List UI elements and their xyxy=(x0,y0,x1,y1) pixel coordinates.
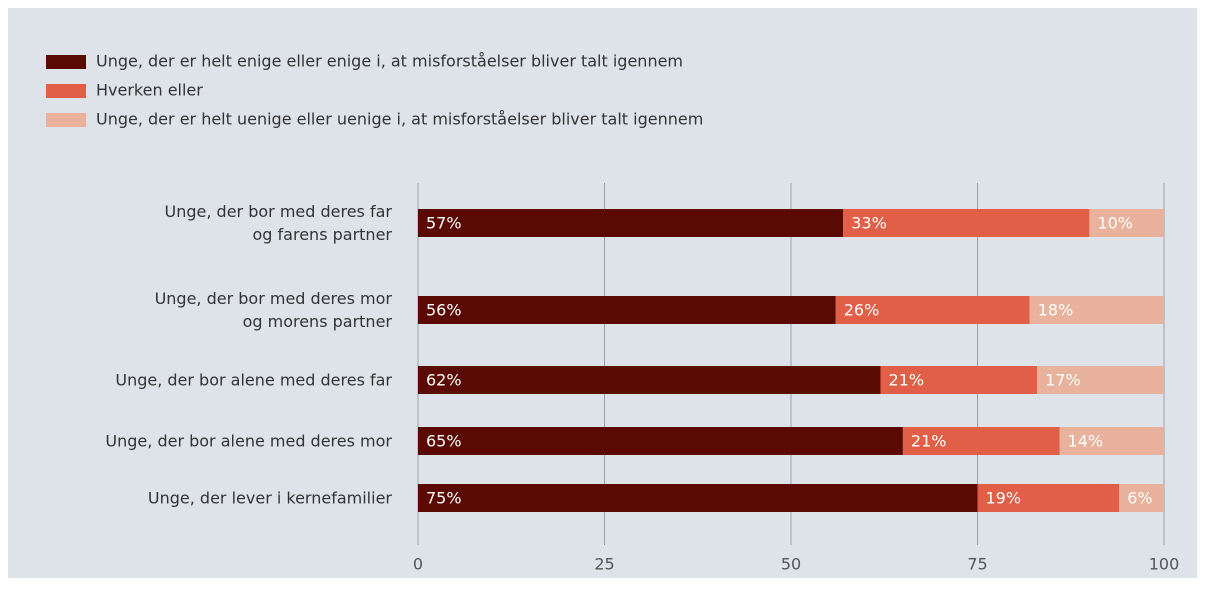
legend-label: Unge, der er helt uenige eller uenige i,… xyxy=(96,110,703,129)
legend-label: Hverken eller xyxy=(96,81,203,100)
data-label: 14% xyxy=(1068,432,1104,451)
legend-swatch xyxy=(46,113,86,127)
bar-segment xyxy=(880,366,1038,394)
bar-segment xyxy=(1029,296,1164,324)
legend-swatch xyxy=(46,84,86,98)
x-tick-label: 25 xyxy=(594,555,614,574)
bar-segment xyxy=(835,296,1030,324)
data-label: 75% xyxy=(426,489,462,508)
data-label: 21% xyxy=(911,432,947,451)
x-tick-label: 50 xyxy=(781,555,801,574)
bar-segment xyxy=(1037,366,1164,394)
data-label: 19% xyxy=(986,489,1022,508)
data-label: 33% xyxy=(851,214,887,233)
category-label: Unge, der bor alene med deres mor xyxy=(105,431,392,451)
bar-segment xyxy=(902,427,1060,455)
x-tick-label: 0 xyxy=(413,555,423,574)
category-label: Unge, der lever i kernefamilier xyxy=(147,488,392,508)
category-label: Unge, der bor med deres far og farens pa… xyxy=(164,202,392,244)
data-label: 57% xyxy=(426,214,462,233)
data-label: 21% xyxy=(889,371,925,390)
category-label: Unge, der bor alene med deres far xyxy=(115,370,392,390)
bar-segment xyxy=(1059,427,1164,455)
legend-swatch xyxy=(46,55,86,69)
legend-label: Unge, der er helt enige eller enige i, a… xyxy=(96,52,683,71)
data-label: 17% xyxy=(1045,371,1081,390)
bar-segment xyxy=(418,427,903,455)
data-label: 62% xyxy=(426,371,462,390)
data-label: 56% xyxy=(426,301,462,320)
data-label: 65% xyxy=(426,432,462,451)
background xyxy=(8,8,1197,578)
x-tick-label: 100 xyxy=(1149,555,1180,574)
bar-segment xyxy=(418,209,844,237)
data-label: 18% xyxy=(1038,301,1074,320)
bar-segment xyxy=(418,366,881,394)
bar-segment xyxy=(418,484,978,512)
bar-segment xyxy=(977,484,1120,512)
bar-segment xyxy=(843,209,1090,237)
bar-segment xyxy=(1089,209,1164,237)
data-label: 6% xyxy=(1127,489,1152,508)
bar-segment xyxy=(418,296,836,324)
bar-segment xyxy=(1119,484,1164,512)
category-label: Unge, der bor med deres mor og morens pa… xyxy=(154,289,392,331)
data-label: 10% xyxy=(1097,214,1133,233)
data-label: 26% xyxy=(844,301,880,320)
x-tick-label: 75 xyxy=(967,555,987,574)
